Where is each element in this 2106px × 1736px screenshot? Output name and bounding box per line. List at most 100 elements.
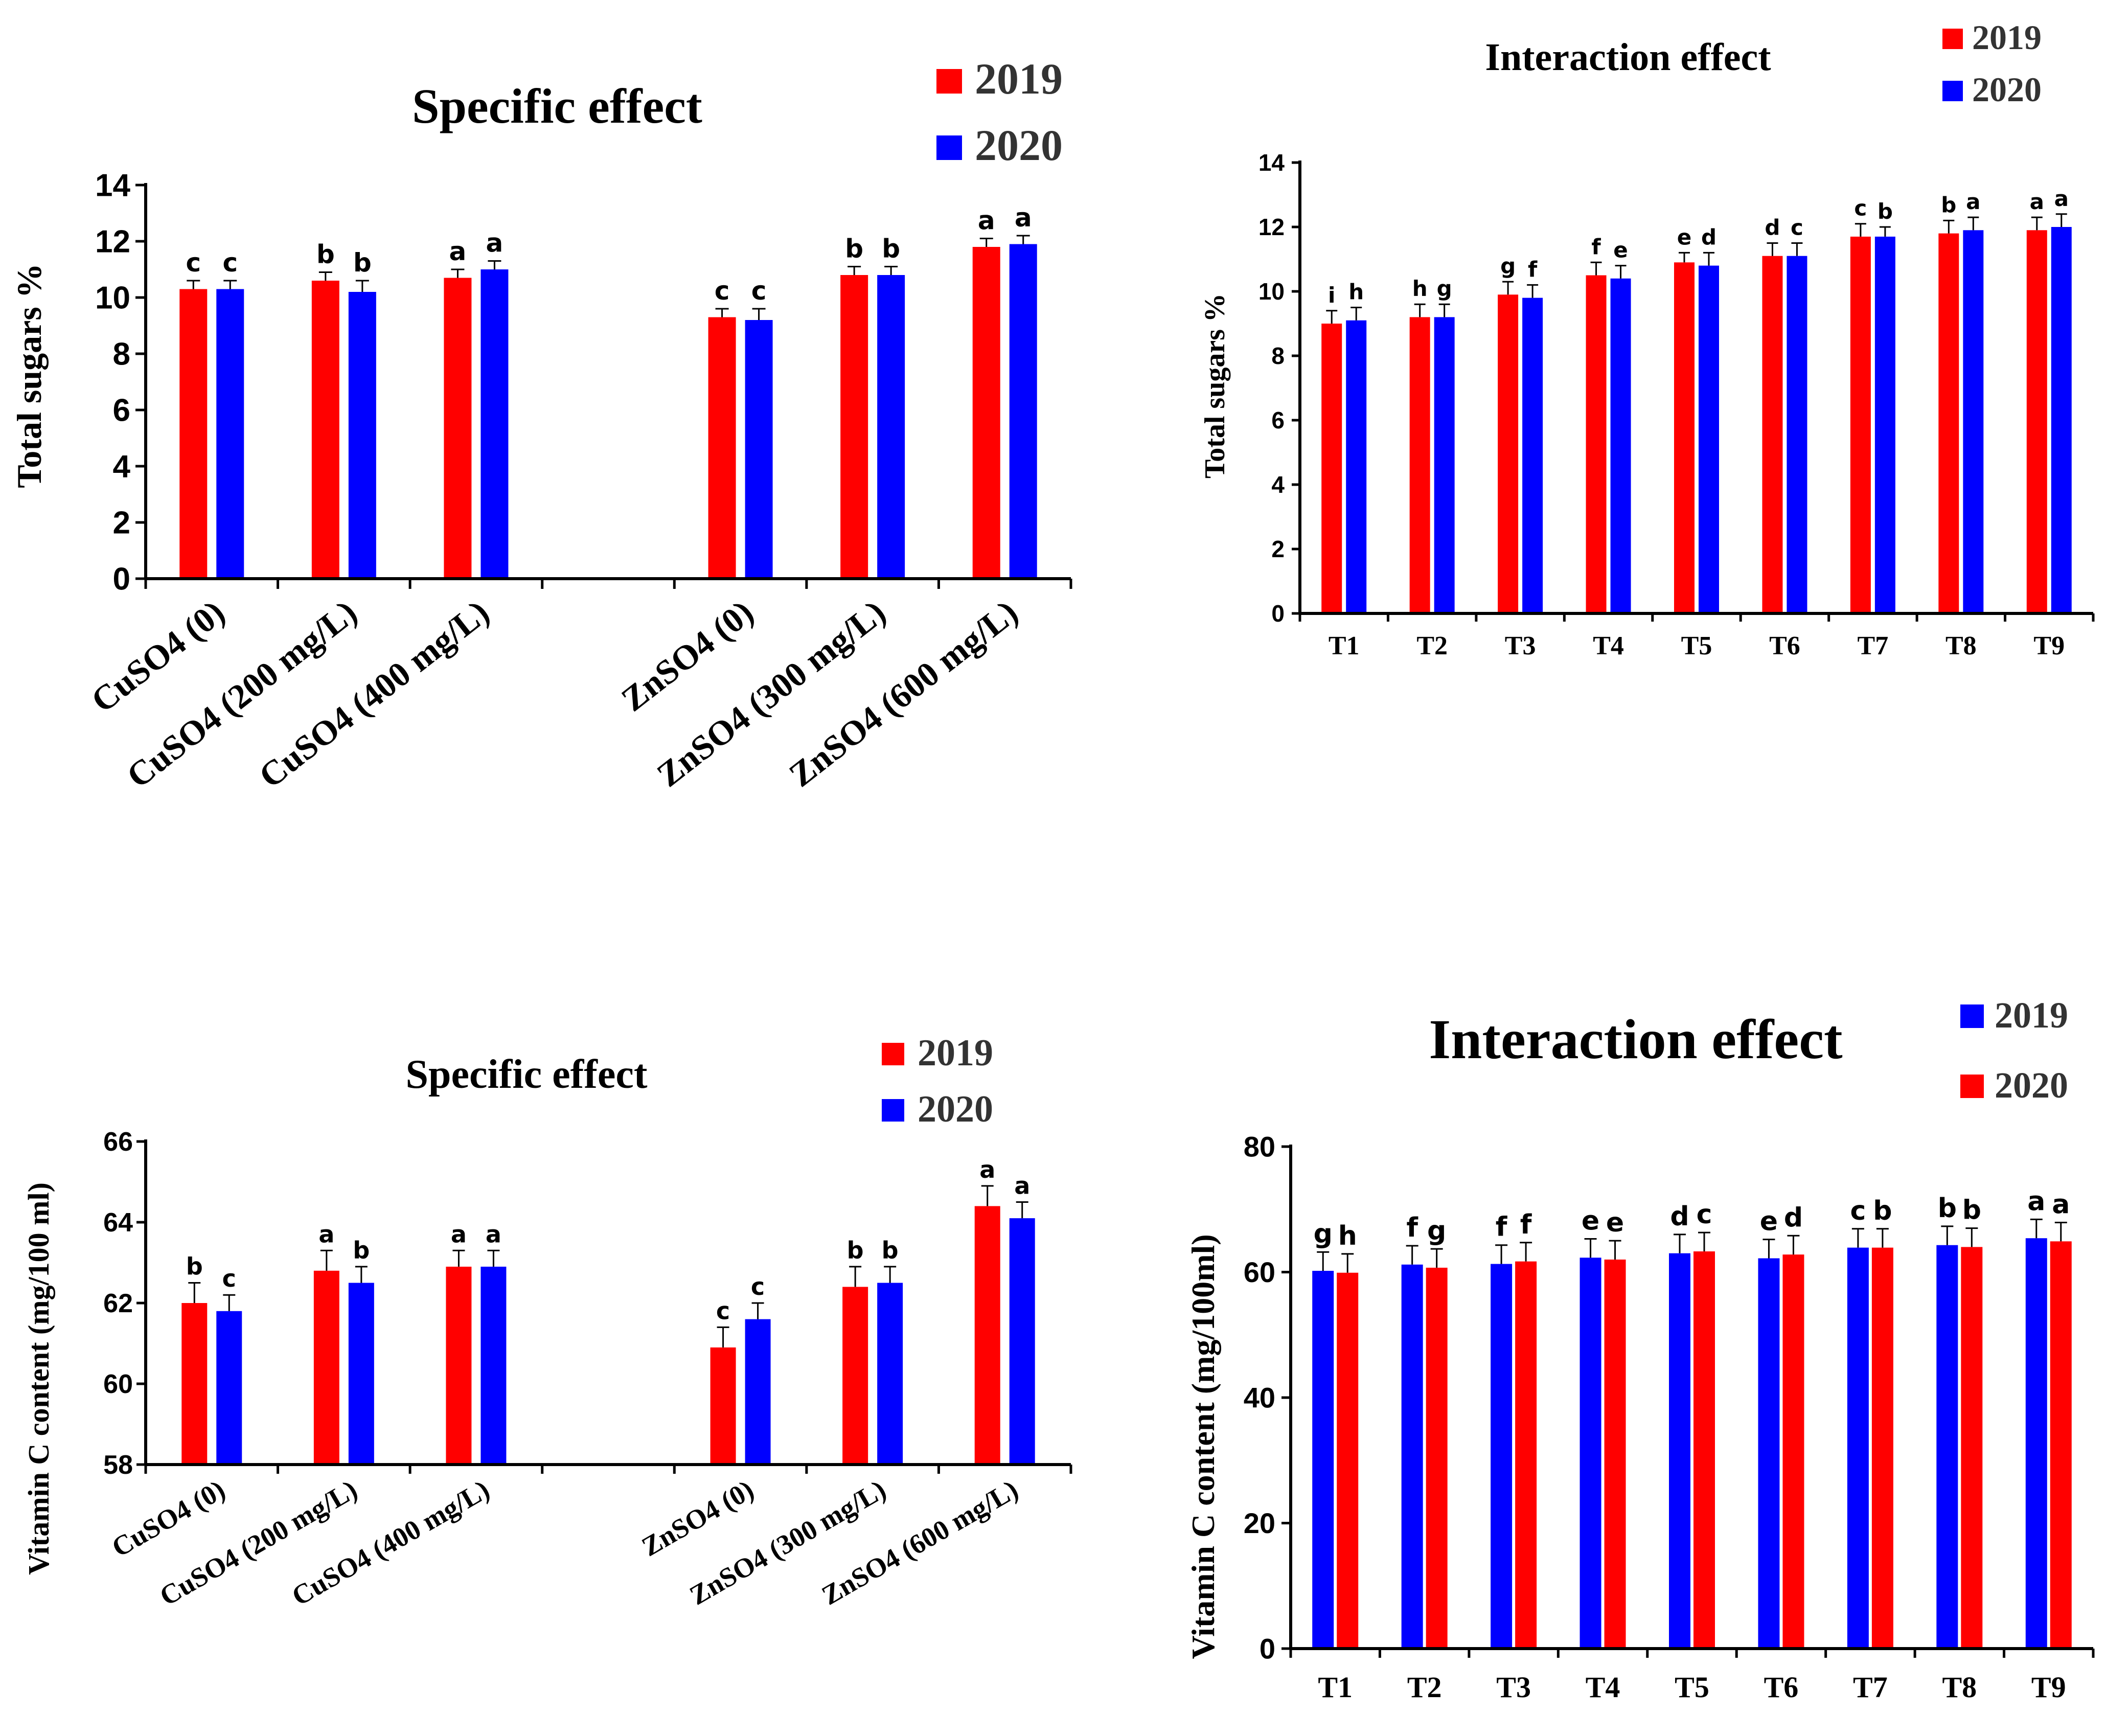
x-tick-label: T9 xyxy=(2033,631,2065,660)
bar-2019 xyxy=(1491,1264,1513,1649)
chart-title: Interaction effect xyxy=(1429,1008,1843,1070)
bar-2020 xyxy=(1787,256,1807,613)
y-tick-label: 12 xyxy=(1258,214,1285,240)
significance-letter: c xyxy=(222,1265,236,1292)
significance-letter: c xyxy=(186,248,201,278)
chart-title: Interaction effect xyxy=(1485,36,1771,79)
bar-2020 xyxy=(1610,278,1631,613)
y-tick-label: 8 xyxy=(1271,342,1285,369)
significance-letter: b xyxy=(882,234,900,264)
bar-2020 xyxy=(1871,1247,1893,1649)
legend-label-2019: 2019 xyxy=(918,1032,993,1074)
bar-2020 xyxy=(216,289,244,579)
significance-letter: b xyxy=(1878,199,1893,224)
y-tick-label: 0 xyxy=(113,562,130,597)
panel-total-sugars-interaction: Interaction effect Total sugars % 2019 2… xyxy=(1199,18,2095,660)
x-tick-label: CuSO4 (0) xyxy=(107,1474,231,1563)
x-tick-label: T5 xyxy=(1675,1671,1709,1704)
bar-2019 xyxy=(974,1206,1000,1465)
panel-vitamin-c-specific: Specific effect Vitamin C content (mg/10… xyxy=(22,1032,1072,1612)
bar-2019 xyxy=(1850,236,1871,613)
legend-label-2020: 2020 xyxy=(975,121,1063,170)
bar-2020 xyxy=(1699,265,1719,613)
legend-label-2020: 2020 xyxy=(1995,1065,2068,1106)
x-tick-label: T1 xyxy=(1329,631,1360,660)
significance-letter: a xyxy=(2052,1190,2070,1220)
significance-letter: a xyxy=(1015,203,1032,233)
significance-letter: b xyxy=(353,248,372,278)
significance-letter: a xyxy=(979,1156,995,1183)
bar-2020 xyxy=(2051,227,2072,613)
y-tick-label: 4 xyxy=(113,449,131,485)
bar-2020 xyxy=(1009,1218,1035,1465)
significance-letter: g xyxy=(1314,1219,1333,1249)
bar-2019 xyxy=(1762,256,1783,613)
x-tick-label: T4 xyxy=(1593,631,1624,660)
legend-swatch-2019 xyxy=(882,1043,904,1065)
significance-letter: e xyxy=(1677,224,1692,249)
bar-2019 xyxy=(1321,324,1342,613)
bar-2020 xyxy=(1009,244,1037,579)
significance-letter: g xyxy=(1427,1216,1446,1246)
bar-2019 xyxy=(1401,1264,1423,1649)
bar-2020 xyxy=(1874,236,1895,613)
bar-2019 xyxy=(2026,230,2047,613)
chart-title: Specific effect xyxy=(412,79,702,133)
y-tick-label: 20 xyxy=(1244,1507,1275,1539)
bar-2020 xyxy=(480,269,509,579)
panel-total-sugars-specific: Specific effect Total sugars % 2019 2020… xyxy=(10,54,1072,795)
bar-2019 xyxy=(1579,1258,1601,1649)
bar-2020 xyxy=(1515,1261,1537,1649)
significance-letter: i xyxy=(1328,283,1335,308)
y-axis-label: Vitamin C content (mg/100ml) xyxy=(1185,1234,1221,1659)
y-tick-label: 8 xyxy=(113,337,130,372)
y-tick-label: 60 xyxy=(1244,1256,1275,1288)
y-tick-label: 2 xyxy=(113,506,130,541)
significance-letter: a xyxy=(2030,189,2044,214)
significance-letter: f xyxy=(1591,234,1601,259)
significance-letter: f xyxy=(1496,1212,1508,1243)
significance-letter: b xyxy=(1941,192,1956,217)
y-tick-label: 0 xyxy=(1271,600,1285,627)
significance-letter: a xyxy=(2054,186,2069,211)
bar-2019 xyxy=(1938,233,1959,614)
bar-2019 xyxy=(1758,1258,1780,1649)
bar-2020 xyxy=(1782,1254,1804,1649)
legend-swatch-2020 xyxy=(882,1099,904,1122)
significance-letter: c xyxy=(716,1297,730,1324)
bar-2020 xyxy=(1963,230,1984,613)
significance-letter: a xyxy=(451,1220,467,1248)
axes: 0 2 4 6 8 10 12 14 T1 T2 T3 T4 T5 T6 T7 T8 T9 xyxy=(1258,149,2095,660)
bar-2019 xyxy=(2025,1238,2047,1649)
bar-2019 xyxy=(446,1266,472,1465)
significance-letter: a xyxy=(2027,1186,2045,1217)
legend-label-2020: 2020 xyxy=(1972,70,2042,109)
significance-letter: d xyxy=(1784,1202,1803,1233)
x-tick-label: T7 xyxy=(1853,1671,1888,1704)
significance-letter: a xyxy=(1014,1172,1030,1200)
bar-2020 xyxy=(877,1283,903,1465)
bar-2019 xyxy=(313,1270,339,1465)
significance-letter: b xyxy=(1938,1193,1957,1224)
bar-2019 xyxy=(842,1287,868,1465)
significance-letter: d xyxy=(1765,215,1780,240)
legend-swatch-2020 xyxy=(1960,1075,1984,1098)
y-tick-label: 10 xyxy=(95,281,130,316)
bar-2020 xyxy=(745,320,773,579)
significance-letter: f xyxy=(1520,1209,1532,1240)
x-tick-label: ZnSO4 (0) xyxy=(636,1474,759,1562)
significance-letter: a xyxy=(978,206,995,236)
significance-letter: h xyxy=(1412,276,1428,301)
legend-swatch-2019 xyxy=(1960,1004,1984,1028)
y-tick-label: 60 xyxy=(103,1369,133,1399)
bar-2019 xyxy=(1847,1247,1869,1649)
significance-letter: d xyxy=(1670,1201,1689,1232)
significance-letter: e xyxy=(1582,1205,1599,1236)
significance-letter: e xyxy=(1760,1206,1778,1237)
bar-2020 xyxy=(1337,1272,1359,1649)
legend-swatch-2019 xyxy=(1942,29,1963,49)
bar-2019 xyxy=(311,281,339,579)
significance-letter: b xyxy=(186,1253,203,1281)
bar-2020 xyxy=(348,1283,374,1465)
bar-2020 xyxy=(1434,317,1455,613)
